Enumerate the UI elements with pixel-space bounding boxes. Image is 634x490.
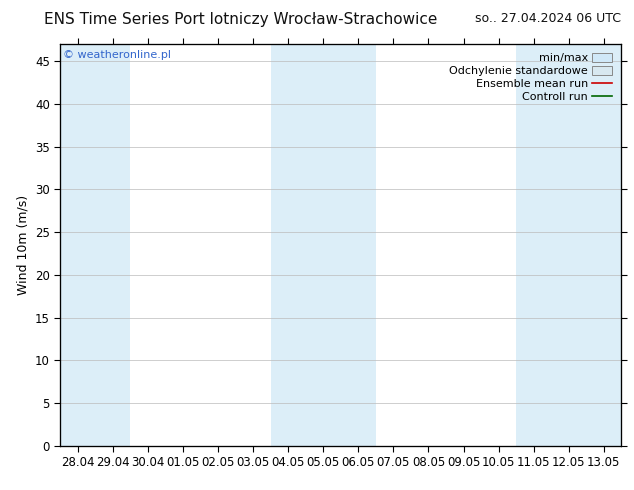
- Bar: [516, 44, 621, 446]
- Bar: [60, 44, 95, 446]
- Bar: [271, 44, 376, 446]
- Y-axis label: Wind 10m (m/s): Wind 10m (m/s): [16, 195, 29, 295]
- Text: so.. 27.04.2024 06 UTC: so.. 27.04.2024 06 UTC: [476, 12, 621, 25]
- Legend: min/max, Odchylenie standardowe, Ensemble mean run, Controll run: min/max, Odchylenie standardowe, Ensembl…: [446, 49, 616, 106]
- Text: ENS Time Series Port lotniczy Wrocław-Strachowice: ENS Time Series Port lotniczy Wrocław-St…: [44, 12, 437, 27]
- Bar: [95, 44, 131, 446]
- Text: © weatheronline.pl: © weatheronline.pl: [63, 50, 171, 60]
